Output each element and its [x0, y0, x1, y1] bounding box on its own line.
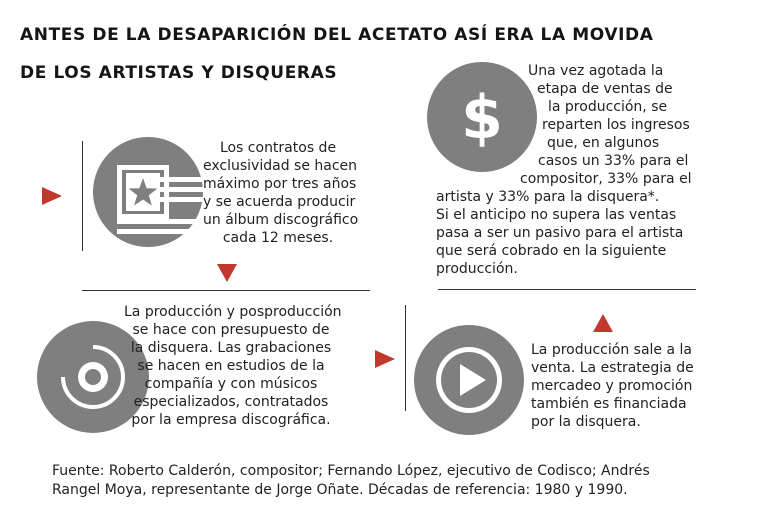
step1-line: Los contratos de: [219, 140, 337, 156]
step3-line: mercadeo y promoción: [531, 378, 693, 394]
step4-line: reparten los ingresos: [542, 117, 690, 133]
step4-line: Si el anticipo no supera las ventas: [436, 207, 677, 223]
step2-line: la disquera. Las grabaciones: [130, 340, 332, 356]
step1-line: y se acuerda producir: [203, 194, 356, 210]
contract-star-icon: [93, 137, 203, 247]
page-title-line-1: ANTES DE LA DESAPARICIÓN DEL ACETATO ASÍ…: [20, 25, 654, 45]
step2-text: La producción y posproducción se hace co…: [124, 303, 342, 429]
arrow-up-icon: [593, 314, 613, 332]
step1-line: exclusividad se hacen: [203, 158, 358, 174]
step4-text: Una vez agotada la etapa de ventas de la…: [436, 62, 736, 278]
step4-line: la producción, se: [548, 99, 668, 115]
arrow-right-icon: [375, 350, 395, 368]
step4-line: casos un 33% para el: [538, 153, 689, 169]
dollar-icon: $: [427, 62, 537, 172]
divider-step1: [82, 141, 83, 251]
step2-line: especializados, contratados: [133, 394, 329, 410]
step4-line: compositor, 33% para el: [520, 171, 692, 187]
step2-line: se hacen en estudios de la: [137, 358, 325, 374]
footer-line-2: Rangel Moya, representante de Jorge Oñat…: [52, 482, 628, 498]
step4-line: Una vez agotada la: [528, 63, 664, 79]
vinyl-record-icon: [37, 321, 149, 433]
step3-line: también es financiada: [531, 396, 687, 412]
step4-line: producción.: [436, 261, 518, 277]
svg-text:$: $: [461, 83, 503, 153]
step4-line: pasa a ser un pasivo para el artista: [436, 225, 684, 241]
step1-line: máximo por tres años: [203, 176, 357, 192]
step4-line: etapa de ventas de: [537, 81, 673, 97]
arrow-right-icon: [42, 187, 62, 205]
divider-horizontal-left: [82, 290, 370, 291]
step3-line: La producción sale a la: [531, 342, 692, 358]
step4-line: que, en algunos: [547, 135, 660, 151]
step3-line: por la disquera.: [531, 414, 641, 430]
step2-line: se hace con presupuesto de: [132, 322, 330, 338]
step3-line: venta. La estrategia de: [531, 360, 694, 376]
step3-text: La producción sale a la venta. La estrat…: [531, 341, 721, 431]
source-footer: Fuente: Roberto Calderón, compositor; Fe…: [52, 462, 650, 500]
step4-line: artista y 33% para la disquera*.: [436, 189, 660, 205]
divider-step3: [405, 305, 406, 411]
step2-line: compañía y con músicos: [144, 376, 318, 392]
step1-line: un álbum discográfico: [203, 212, 359, 228]
play-icon: [414, 325, 524, 435]
step4-line: que será cobrado en la siguiente: [436, 243, 667, 259]
footer-line-1: Fuente: Roberto Calderón, compositor; Fe…: [52, 463, 650, 479]
arrow-down-icon: [217, 264, 237, 282]
page-title-line-2: DE LOS ARTISTAS Y DISQUERAS: [20, 63, 338, 83]
step2-line: por la empresa discográfica.: [131, 412, 331, 428]
step1-text: Los contratos de exclusividad se hacen m…: [203, 139, 359, 247]
step2-line: La producción y posproducción: [124, 304, 342, 320]
step1-line: cada 12 meses.: [222, 230, 334, 246]
divider-horizontal-right: [438, 289, 696, 290]
